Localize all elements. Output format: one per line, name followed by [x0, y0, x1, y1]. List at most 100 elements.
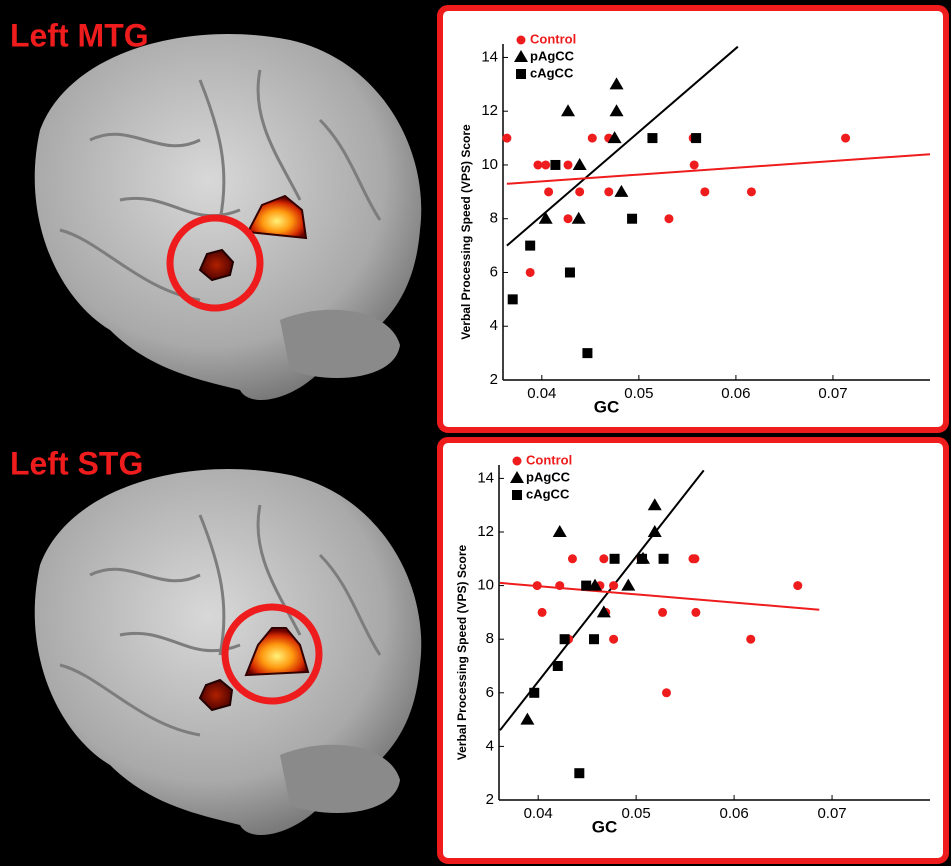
x-tick-label: 0.07 [817, 805, 846, 822]
x-tick-label: 0.06 [719, 805, 748, 822]
data-point [621, 578, 636, 591]
brain-image [34, 469, 422, 835]
y-tick-label: 8 [486, 630, 494, 647]
y-tick-label: 4 [490, 317, 498, 334]
y-tick-label: 4 [486, 737, 494, 754]
data-point [525, 267, 535, 277]
x-tick-label: 0.07 [818, 385, 847, 402]
fit-line [499, 469, 705, 731]
data-point [614, 184, 629, 197]
y-tick-label: 10 [477, 577, 494, 594]
data-point [609, 553, 620, 564]
x-axis-title: GC [592, 817, 618, 836]
legend-label: pAgCC [530, 48, 575, 63]
data-point [607, 131, 622, 144]
data-point [572, 157, 587, 170]
legend-label: Control [526, 452, 572, 467]
legend-marker [516, 69, 526, 79]
data-point [563, 160, 573, 170]
data-point [647, 498, 662, 511]
y-tick-label: 14 [481, 48, 498, 65]
data-point [574, 768, 585, 779]
data-point [537, 607, 547, 617]
data-point [637, 553, 648, 564]
data-point [664, 214, 674, 224]
data-point [525, 240, 536, 251]
legend-marker [510, 471, 524, 483]
data-point [609, 104, 624, 117]
y-tick-label: 6 [490, 263, 498, 280]
y-tick-label: 12 [477, 523, 494, 540]
y-axis-title: Verbal Processing Speed (VPS) Score [459, 124, 473, 340]
data-point [581, 580, 592, 591]
data-point [561, 104, 576, 117]
data-point [541, 160, 551, 170]
data-point [658, 607, 668, 617]
data-point [609, 581, 619, 591]
legend-label: cAgCC [530, 65, 574, 80]
brain-image [34, 34, 422, 400]
data-point [793, 581, 803, 591]
legend-label: cAgCC [526, 486, 570, 501]
chart-frame [437, 5, 949, 433]
y-tick-label: 14 [477, 469, 494, 486]
data-point [662, 688, 672, 698]
x-tick-label: 0.05 [624, 385, 653, 402]
data-point [567, 554, 577, 564]
data-point [647, 133, 658, 144]
y-axis-title: Verbal Processing Speed (VPS) Score [455, 544, 469, 760]
data-point [589, 634, 600, 645]
data-point [564, 267, 575, 278]
chart-frame [437, 437, 949, 864]
panel-label: Left STG [10, 445, 143, 481]
data-point [544, 187, 554, 197]
data-point [604, 187, 614, 197]
panel-label: Left MTG [10, 17, 149, 53]
fit-line [499, 581, 820, 611]
x-axis-title: GC [594, 397, 620, 416]
y-tick-label: 2 [490, 371, 498, 388]
data-point [691, 607, 701, 617]
y-tick-label: 8 [490, 210, 498, 227]
data-point [647, 525, 662, 537]
data-point [596, 605, 611, 618]
legend-marker [512, 490, 522, 500]
data-point [609, 77, 624, 90]
data-point [538, 211, 553, 224]
fit-line [506, 153, 931, 185]
data-point [691, 133, 702, 144]
y-tick-label: 12 [481, 102, 498, 119]
y-tick-label: 6 [486, 684, 494, 701]
data-point [658, 553, 669, 564]
data-point [746, 634, 756, 644]
data-point [841, 133, 851, 143]
legend-label: pAgCC [526, 469, 571, 484]
x-tick-label: 0.05 [622, 805, 651, 822]
legend-marker [514, 50, 528, 62]
data-point [532, 581, 542, 591]
data-point [587, 578, 602, 591]
y-tick-label: 10 [481, 156, 498, 173]
x-tick-label: 0.04 [527, 385, 556, 402]
data-point [690, 554, 700, 564]
legend-marker [512, 456, 522, 466]
data-point [502, 133, 512, 143]
data-point [552, 661, 563, 671]
data-point [571, 211, 586, 224]
x-tick-label: 0.04 [524, 805, 553, 822]
data-point [552, 525, 567, 537]
data-point [587, 133, 597, 143]
data-point [533, 160, 543, 170]
data-point [689, 160, 699, 170]
data-point [575, 187, 585, 197]
data-point [555, 581, 565, 591]
data-point [520, 712, 535, 725]
data-point [582, 348, 593, 359]
y-tick-label: 2 [486, 791, 494, 808]
data-point [563, 214, 573, 224]
data-point [550, 159, 561, 170]
data-point [746, 187, 756, 197]
data-point [627, 213, 638, 224]
data-point [700, 187, 710, 197]
